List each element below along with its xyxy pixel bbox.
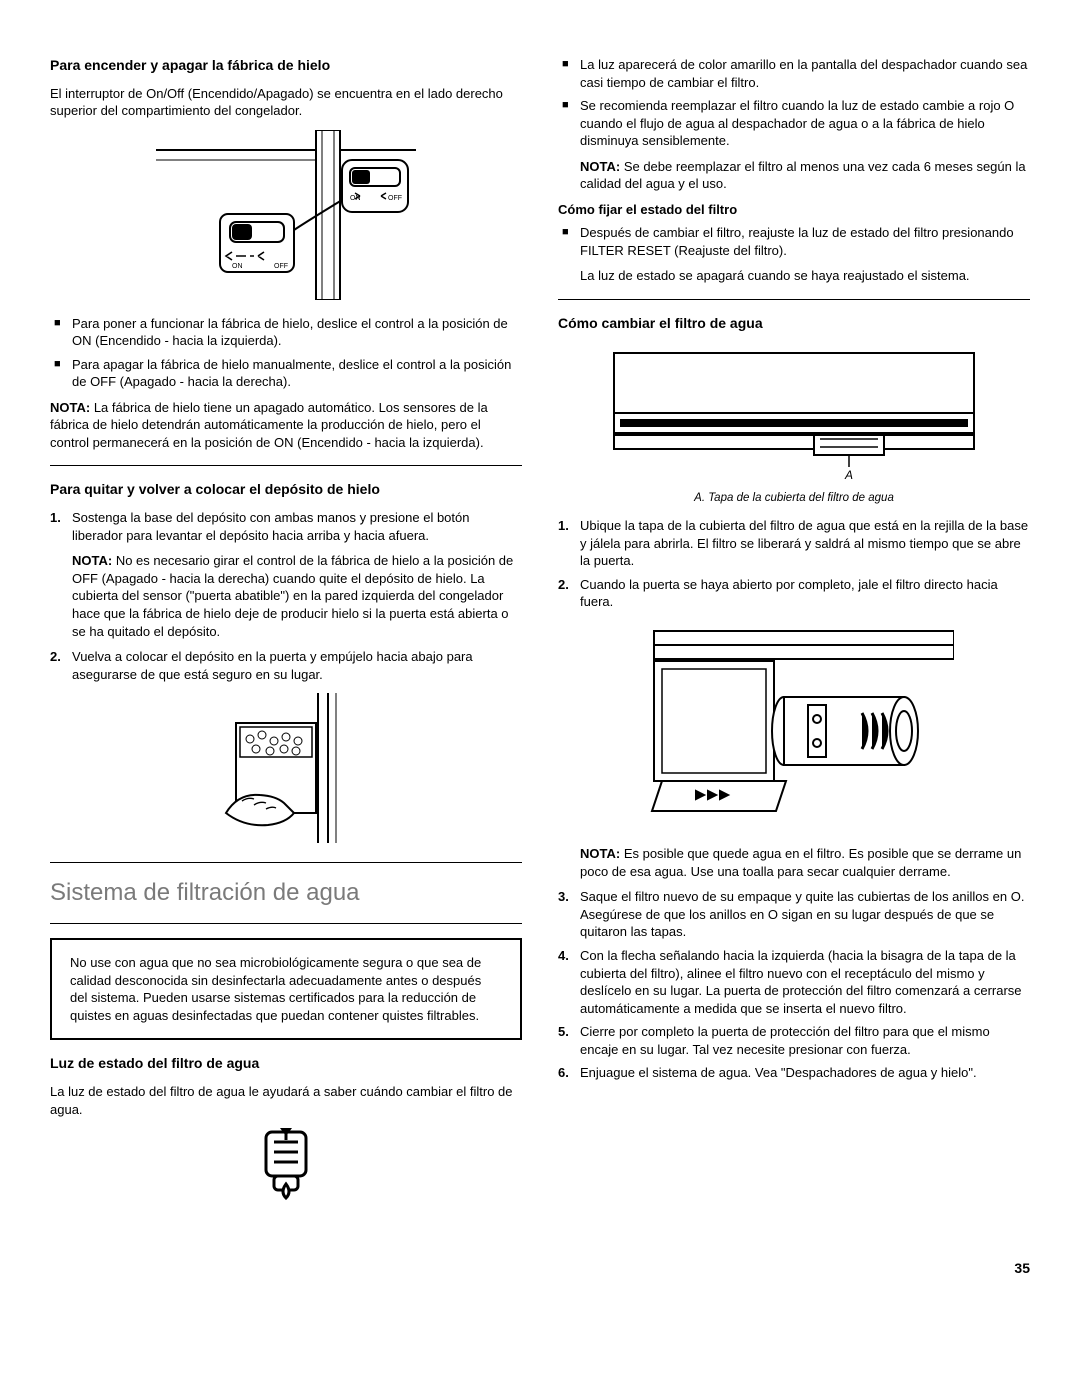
bullet-text: Después de cambiar el filtro, reajuste l…	[580, 225, 1014, 258]
right-column: La luz aparecerá de color amarillo en la…	[558, 50, 1030, 1219]
filter-pull-illustration	[634, 621, 954, 831]
paragraph: El interruptor de On/Off (Encendido/Apag…	[50, 85, 522, 120]
paragraph-nota: NOTA: La fábrica de hielo tiene un apaga…	[50, 399, 522, 452]
figure-filter-light-icon	[50, 1128, 522, 1209]
paragraph-nota: NOTA: Es posible que quede agua en el fi…	[558, 845, 1030, 880]
filter-status-bullets: La luz aparecerá de color amarillo en la…	[558, 56, 1030, 150]
figure-filter-cover: A A. Tapa de la cubierta del filtro de a…	[558, 343, 1030, 507]
change-filter-steps-cont: Saque el filtro nuevo de su empaque y qu…	[558, 888, 1030, 1081]
ice-bin-illustration	[196, 693, 376, 843]
bullet-followup: La luz de estado se apagará cuando se ha…	[580, 267, 1030, 285]
divider	[50, 923, 522, 924]
paragraph-nota: NOTA: Se debe reemplazar el filtro al me…	[558, 158, 1030, 193]
filter-light-icon	[256, 1128, 316, 1204]
subheading-reset: Cómo fijar el estado del filtro	[558, 201, 1030, 219]
svg-text:ON: ON	[232, 263, 243, 270]
change-filter-steps: Ubique la tapa de la cubierta del filtro…	[558, 517, 1030, 611]
list-item: Saque el filtro nuevo de su empaque y qu…	[558, 888, 1030, 941]
list-item: Para poner a funcionar la fábrica de hie…	[50, 315, 522, 350]
subheading-ice-bin: Para quitar y volver a colocar el depósi…	[50, 480, 522, 499]
list-item: Vuelva a colocar el depósito en la puert…	[50, 648, 522, 683]
list-item: Después de cambiar el filtro, reajuste l…	[558, 224, 1030, 285]
page-number: 35	[50, 1259, 1030, 1278]
divider	[50, 465, 522, 466]
left-column: Para encender y apagar la fábrica de hie…	[50, 50, 522, 1219]
svg-text:OFF: OFF	[274, 263, 288, 270]
paragraph: La luz de estado del filtro de agua le a…	[50, 1083, 522, 1118]
figure-ice-switch: ON OFF ON OFF	[50, 130, 522, 305]
list-item: Con la flecha señalando hacia la izquier…	[558, 947, 1030, 1017]
list-item: Para apagar la fábrica de hielo manualme…	[50, 356, 522, 391]
figure-caption: A. Tapa de la cubierta del filtro de agu…	[558, 491, 1030, 507]
divider	[558, 299, 1030, 300]
filter-cover-illustration: A	[584, 343, 1004, 483]
divider	[50, 862, 522, 863]
list-item: Cierre por completo la puerta de protecc…	[558, 1023, 1030, 1058]
figure-ice-bin	[50, 693, 522, 848]
list-item: Cuando la puerta se haya abierto por com…	[558, 576, 1030, 611]
step-note: NOTA: No es necesario girar el control d…	[72, 552, 522, 640]
subheading-ice-on-off: Para encender y apagar la fábrica de hie…	[50, 56, 522, 75]
callout-letter: A	[844, 468, 853, 482]
warning-text: No use con agua que no sea microbiológic…	[70, 955, 481, 1023]
list-item: Ubique la tapa de la cubierta del filtro…	[558, 517, 1030, 570]
nota-label: NOTA:	[580, 846, 620, 861]
filter-reset-bullets: Después de cambiar el filtro, reajuste l…	[558, 224, 1030, 285]
subheading-change-filter: Cómo cambiar el filtro de agua	[558, 314, 1030, 333]
subheading-filter-light: Luz de estado del filtro de agua	[50, 1054, 522, 1073]
figure-filter-pull	[558, 621, 1030, 836]
nota-label: NOTA:	[580, 159, 620, 174]
list-item: La luz aparecerá de color amarillo en la…	[558, 56, 1030, 91]
nota-text: Se debe reemplazar el filtro al menos un…	[580, 159, 1026, 192]
list-item: Se recomienda reemplazar el filtro cuand…	[558, 97, 1030, 150]
ice-switch-bullets: Para poner a funcionar la fábrica de hie…	[50, 315, 522, 391]
warning-box: No use con agua que no sea microbiológic…	[50, 938, 522, 1040]
list-item: Sostenga la base del depósito con ambas …	[50, 509, 522, 640]
nota-label: NOTA:	[50, 400, 90, 415]
ice-bin-steps: Sostenga la base del depósito con ambas …	[50, 509, 522, 683]
list-item: Enjuague el sistema de agua. Vea "Despac…	[558, 1064, 1030, 1082]
nota-text: Es posible que quede agua en el filtro. …	[580, 846, 1021, 879]
nota-text: La fábrica de hielo tiene un apagado aut…	[50, 400, 488, 450]
nota-label: NOTA:	[72, 553, 112, 568]
svg-text:OFF: OFF	[388, 195, 402, 202]
section-title-filtration: Sistema de filtración de agua	[50, 877, 522, 909]
step-text: Sostenga la base del depósito con ambas …	[72, 510, 469, 543]
ice-switch-illustration: ON OFF ON OFF	[156, 130, 416, 300]
nota-text: No es necesario girar el control de la f…	[72, 553, 513, 638]
